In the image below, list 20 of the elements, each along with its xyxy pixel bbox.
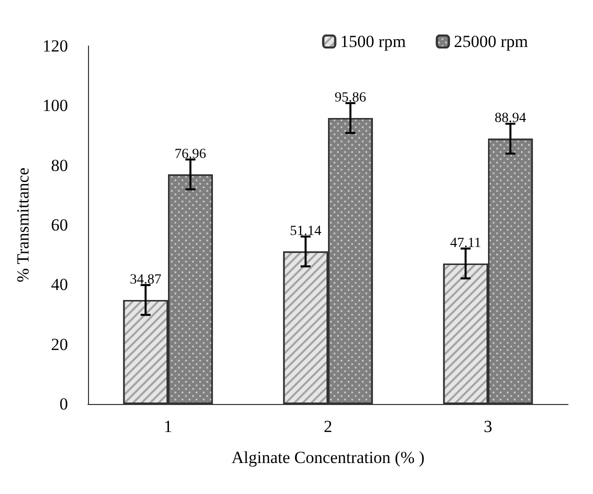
y-tick-label: 100 — [42, 96, 68, 116]
data-label: 51.14 — [290, 224, 322, 239]
legend-label: 1500 rpm — [340, 32, 406, 51]
data-label: 95.86 — [334, 90, 366, 106]
y-tick-label: 60 — [51, 216, 68, 234]
data-label: 88.94 — [494, 111, 526, 126]
x-tick-label: 1 — [164, 417, 172, 436]
data-label: 76.96 — [174, 146, 206, 162]
legend-label: 25000 rpm — [454, 32, 528, 51]
y-tick-label: 120 — [42, 36, 68, 56]
x-axis-title: Alginate Concentration (% ) — [231, 448, 425, 467]
x-tick-label: 2 — [324, 417, 332, 436]
data-label: 34.87 — [130, 272, 162, 288]
y-tick-label: 80 — [51, 156, 68, 175]
y-tick-label: 20 — [51, 334, 68, 354]
y-tick-label: 0 — [60, 394, 68, 414]
y-tick-label: 40 — [51, 275, 68, 294]
data-label: 47.11 — [450, 236, 482, 251]
y-axis-title: % Transmittance — [14, 168, 33, 282]
x-tick-label: 3 — [484, 417, 492, 436]
